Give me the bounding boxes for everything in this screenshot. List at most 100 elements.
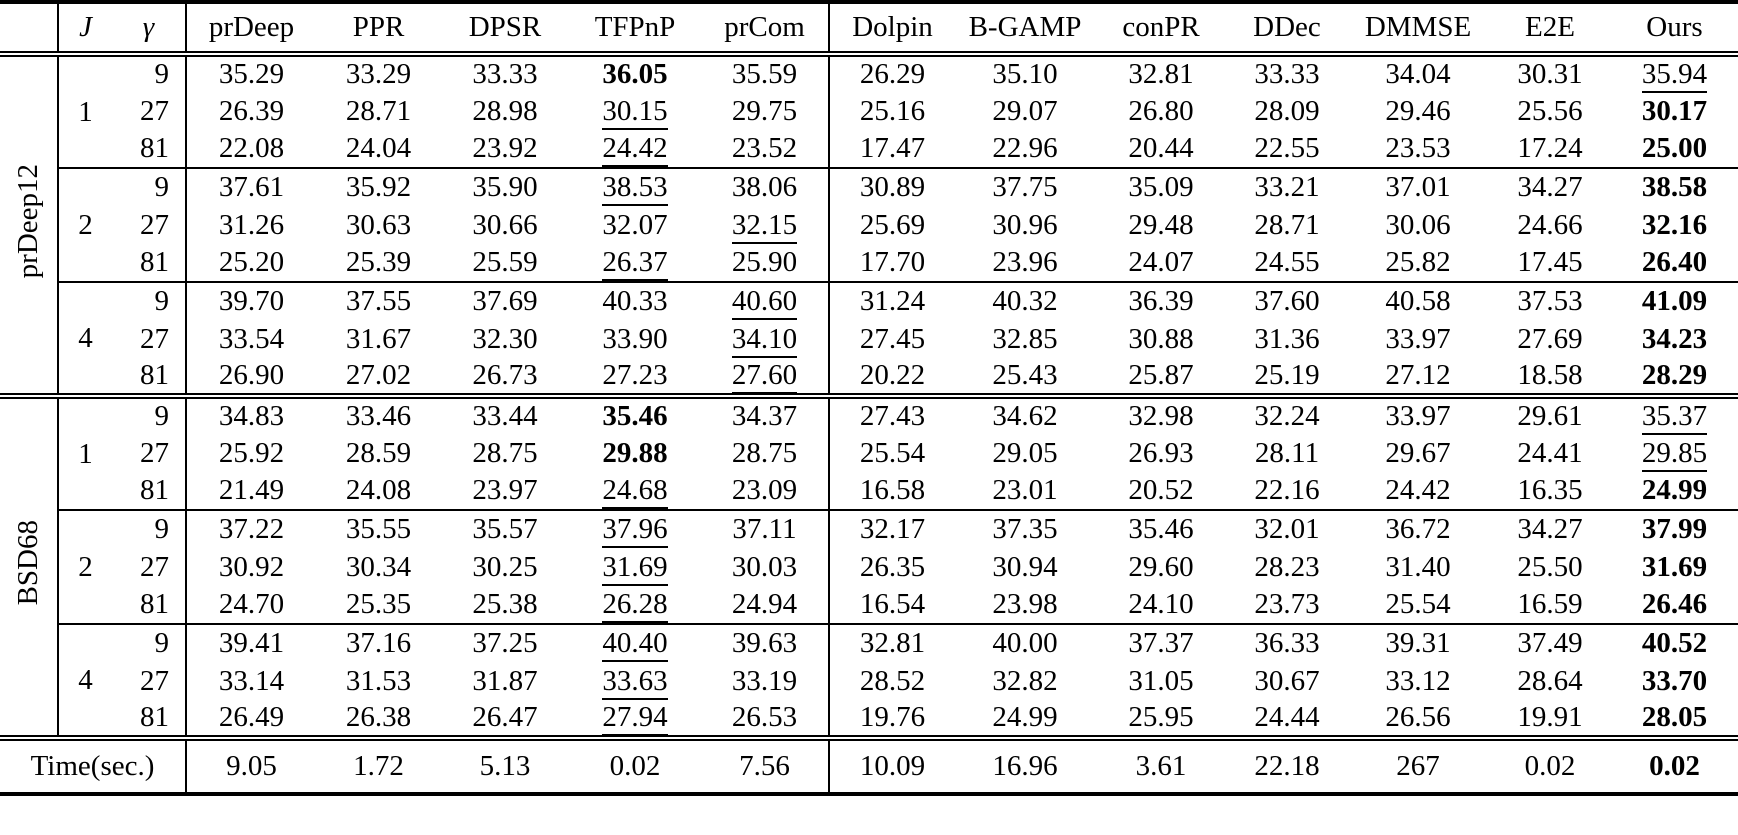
psnr-cell-PPR: 31.53	[316, 662, 441, 700]
gamma-value: 27	[112, 548, 187, 586]
psnr-cell-DMMSE: 34.04	[1347, 54, 1489, 92]
value-text: 28.29	[1641, 359, 1708, 391]
psnr-cell-PPR: 30.34	[316, 548, 441, 586]
value-text: 33.90	[602, 322, 668, 355]
gamma-value: 9	[112, 281, 187, 320]
psnr-cell-Ours: 32.16	[1611, 206, 1738, 244]
psnr-cell-DPSR: 35.57	[441, 509, 569, 548]
value-text: 24.44	[1254, 701, 1320, 733]
value-text: 28.75	[472, 436, 538, 469]
psnr-cell-conPR: 32.81	[1095, 54, 1227, 92]
value-text: 30.66	[472, 208, 538, 241]
value-text: 32.07	[602, 208, 668, 241]
value-text: 29.60	[1128, 550, 1194, 583]
psnr-cell-conPR: 24.07	[1095, 244, 1227, 282]
psnr-cell-TFPnP: 27.94	[569, 700, 701, 738]
psnr-cell-Dolpin: 25.69	[829, 206, 955, 244]
psnr-cell-DPSR: 28.98	[441, 92, 569, 130]
j-value: 4	[58, 623, 112, 738]
table-row: 27 25.92 28.59 28.75 29.88 28.75 25.54 29.05 26.…	[0, 434, 1738, 472]
psnr-cell-prDeep: 21.49	[186, 472, 316, 510]
value-text: 24.10	[1128, 588, 1194, 620]
psnr-cell-conPR: 24.10	[1095, 586, 1227, 624]
psnr-cell-DDec: 28.09	[1227, 92, 1347, 130]
value-text: 24.08	[345, 474, 412, 506]
value-text: 38.53	[602, 171, 668, 206]
value-text: 24.70	[218, 588, 285, 620]
psnr-cell-B-GAMP: 25.43	[955, 358, 1095, 396]
psnr-cell-DPSR: 28.75	[441, 434, 569, 472]
psnr-cell-conPR: 31.05	[1095, 662, 1227, 700]
value-text: 26.80	[1128, 94, 1194, 127]
psnr-cell-Dolpin: 17.47	[829, 130, 955, 168]
table-row: 81 24.70 25.35 25.38 26.28 24.94 16.54 23.98 24.…	[0, 586, 1738, 624]
value-text: 29.48	[1128, 208, 1194, 241]
value-text: 26.39	[218, 94, 285, 127]
psnr-cell-prCom: 30.03	[701, 548, 830, 586]
value-text: 32.81	[1128, 58, 1194, 90]
value-text: 29.85	[1641, 436, 1708, 472]
value-text: 33.14	[218, 664, 285, 697]
value-text: 26.49	[218, 701, 285, 733]
psnr-cell-DDec: 33.33	[1227, 54, 1347, 92]
value-text: 35.94	[1641, 58, 1708, 93]
psnr-cell-prDeep: 22.08	[186, 130, 316, 168]
psnr-cell-B-GAMP: 29.07	[955, 92, 1095, 130]
psnr-cell-Dolpin: 25.54	[829, 434, 955, 472]
value-text: 32.01	[1254, 513, 1320, 545]
value-text: 23.01	[992, 474, 1058, 506]
value-text: 39.41	[218, 627, 285, 659]
value-text: 25.54	[1385, 588, 1451, 620]
psnr-cell-DPSR: 30.25	[441, 548, 569, 586]
corner-cell	[0, 2, 59, 54]
time-cell-DMMSE: 267	[1347, 738, 1489, 794]
value-text: 32.30	[472, 322, 538, 355]
psnr-cell-PPR: 26.38	[316, 700, 441, 738]
psnr-cell-DPSR: 23.92	[441, 130, 569, 168]
psnr-cell-DPSR: 25.59	[441, 244, 569, 282]
psnr-cell-Ours: 25.00	[1611, 130, 1738, 168]
value-text: 29.88	[602, 436, 668, 469]
value-text: 24.99	[1641, 474, 1708, 506]
table-row: BSD68 1 9 34.83 33.46 33.44 35.46 34.37 27.43 34.…	[0, 393, 1738, 738]
psnr-cell-DPSR: 26.47	[441, 700, 569, 738]
value-text: 37.53	[1517, 285, 1583, 317]
value-text: 22.96	[992, 132, 1058, 164]
value-text: 30.88	[1128, 322, 1194, 355]
value-text: 23.73	[1254, 588, 1320, 620]
dataset-label-text: prDeep12	[12, 163, 44, 279]
psnr-cell-E2E: 27.69	[1489, 320, 1611, 358]
value-text: 37.60	[1254, 285, 1320, 317]
header-gamma: γ	[112, 2, 187, 54]
value-text: 34.27	[1517, 171, 1583, 203]
value-text: 25.38	[472, 588, 538, 620]
psnr-cell-DDec: 30.67	[1227, 662, 1347, 700]
value-text: 29.05	[992, 436, 1058, 469]
psnr-cell-DDec: 22.55	[1227, 130, 1347, 168]
psnr-cell-DPSR: 32.30	[441, 320, 569, 358]
psnr-cell-prCom: 25.90	[701, 244, 830, 282]
psnr-cell-prCom: 26.53	[701, 700, 830, 738]
psnr-cell-conPR: 32.98	[1095, 393, 1227, 434]
value-text: 0.02	[1524, 750, 1576, 782]
results-table: J γ prDeep PPR DPSR TFPnP prCom Dolpin B…	[0, 0, 1738, 796]
gamma-value: 27	[112, 92, 187, 130]
psnr-cell-conPR: 25.95	[1095, 700, 1227, 738]
gamma-value: 81	[112, 700, 187, 738]
value-text: 28.75	[731, 436, 798, 469]
psnr-cell-PPR: 35.92	[316, 167, 441, 206]
value-text: 35.09	[1128, 171, 1194, 203]
gamma-value: 27	[112, 662, 187, 700]
value-text: 32.85	[992, 322, 1058, 355]
time-row-label: Time(sec.)	[0, 738, 187, 794]
psnr-cell-prDeep: 30.92	[186, 548, 316, 586]
psnr-cell-E2E: 17.24	[1489, 130, 1611, 168]
value-text: 35.90	[472, 171, 538, 203]
value-text: 37.61	[218, 171, 285, 203]
table-row: 27 33.54 31.67 32.30 33.90 34.10 27.45 32.85 30.…	[0, 320, 1738, 358]
psnr-cell-prCom: 29.75	[701, 92, 830, 130]
psnr-cell-Ours: 28.05	[1611, 700, 1738, 738]
psnr-cell-E2E: 17.45	[1489, 244, 1611, 282]
psnr-cell-Dolpin: 16.54	[829, 586, 955, 624]
psnr-cell-B-GAMP: 30.94	[955, 548, 1095, 586]
